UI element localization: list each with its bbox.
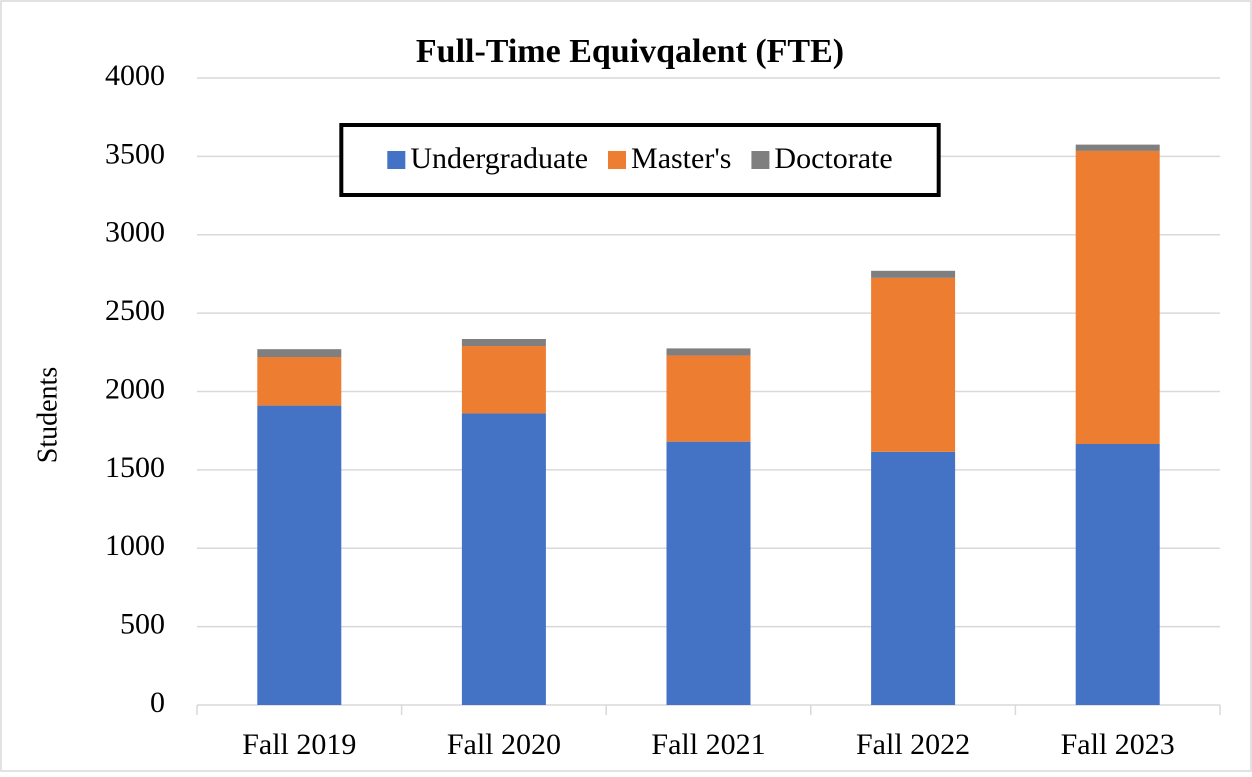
y-tick-label: 2500 [105,294,165,327]
x-tick-label: Fall 2020 [447,728,561,761]
y-tick-label: 3500 [105,137,165,170]
x-tick-label: Fall 2021 [651,728,765,761]
bar-segment [257,357,342,406]
x-tick-label: Fall 2023 [1061,728,1175,761]
bar-segment [1075,144,1160,151]
bar-segment [871,270,956,278]
y-tick-label: 3000 [105,216,165,249]
legend-label: Doctorate [774,142,892,175]
bar-segment [1075,150,1160,445]
bar-segment [666,441,751,705]
y-axis-label: Students [32,367,63,463]
bar-segment [871,277,956,452]
x-tick-label: Fall 2019 [242,728,356,761]
bar-segment [1075,444,1160,705]
y-tick-label: 0 [150,686,165,719]
legend-label: Undergraduate [410,142,588,175]
bar-segment [871,451,956,705]
bar-segment [257,405,342,705]
y-tick-label: 2000 [105,372,165,405]
bar-segment [257,349,342,358]
y-tick-label: 500 [120,608,165,641]
x-tick-label: Fall 2022 [856,728,970,761]
bar-segment [461,338,546,347]
legend-swatch [387,151,406,169]
bar-segment [666,355,751,442]
chart-title: Full-Time Equivqalent (FTE) [416,33,844,70]
legend-box [339,123,941,197]
y-tick-label: 1500 [105,451,165,484]
legend: Undergraduate Master's Doctorate [339,123,941,197]
legend-label: Master's [631,142,731,175]
bar-segment [666,348,751,356]
y-tick-label: 1000 [105,529,165,562]
legend-swatch [751,151,770,169]
bar-segment [461,413,546,705]
legend-swatch [608,151,627,169]
y-tick-label: 4000 [105,59,165,92]
bar-segment [461,346,546,414]
